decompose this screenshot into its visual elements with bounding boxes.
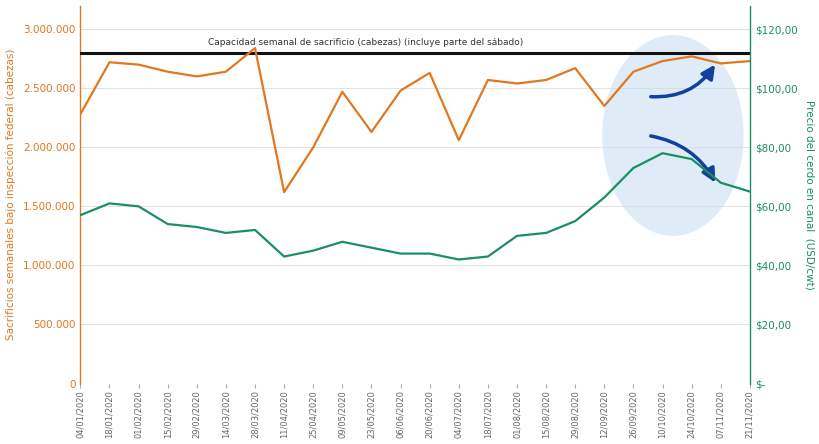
Y-axis label: Precio del cerdo en canal  (USD/cwt): Precio del cerdo en canal (USD/cwt) xyxy=(803,99,813,289)
Y-axis label: Sacrificios semanales bajo inspección federal (cabezas): Sacrificios semanales bajo inspección fe… xyxy=(6,49,16,340)
Ellipse shape xyxy=(601,35,743,236)
Text: Capacidad semanal de sacrificio (cabezas) (incluye parte del sábado): Capacidad semanal de sacrificio (cabezas… xyxy=(207,39,523,48)
